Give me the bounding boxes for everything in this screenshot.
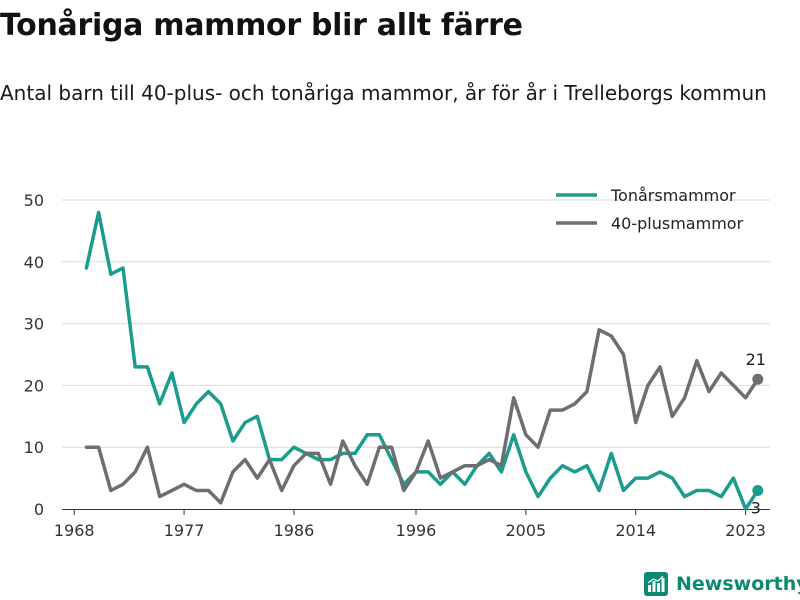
x-tick-label: 1986 — [274, 521, 315, 540]
line-40-plusmammor — [84, 328, 760, 505]
x-axis-ticks: 1968 1977 1986 1996 2005 2014 2023 — [54, 509, 766, 540]
x-tick-label: 1968 — [54, 521, 95, 540]
x-tick-label: 2023 — [725, 521, 766, 540]
y-tick-label: 40 — [24, 253, 44, 272]
chart-title: Tonåriga mammor blir allt färre — [0, 8, 523, 43]
legend-label-40-plusmammor: 40-plusmammor — [611, 214, 744, 233]
gridlines — [62, 199, 770, 448]
y-axis-ticks: 0 10 20 30 40 50 — [24, 191, 44, 519]
end-label-40-plusmammor: 21 — [746, 350, 766, 369]
series-lines — [84, 210, 760, 511]
y-tick-label: 30 — [24, 315, 44, 334]
end-label-tonarsmammor: 3 — [751, 498, 761, 517]
end-marker-40-plusmammor — [752, 373, 764, 385]
legend-label-tonarsmammor: Tonårsmammor — [610, 186, 736, 205]
y-tick-label: 20 — [24, 376, 44, 395]
line-tonarsmammor — [84, 210, 760, 511]
x-tick-label: 1996 — [396, 521, 437, 540]
x-tick-label: 2005 — [506, 521, 547, 540]
end-markers: 3 21 — [746, 350, 766, 517]
brand-name: Newsworthy — [676, 573, 800, 595]
end-marker-tonarsmammor — [752, 484, 764, 496]
bar-chart-logo-icon — [644, 572, 668, 596]
chart-subtitle: Antal barn till 40-plus- och tonåriga ma… — [0, 81, 767, 105]
x-tick-label: 1977 — [164, 521, 205, 540]
y-tick-label: 0 — [34, 500, 44, 519]
legend: Tonårsmammor 40-plusmammor — [556, 186, 744, 233]
x-tick-label: 2014 — [615, 521, 656, 540]
y-tick-label: 10 — [24, 438, 44, 457]
y-tick-label: 50 — [24, 191, 44, 210]
newsworthy-logo: Newsworthy — [644, 569, 800, 599]
